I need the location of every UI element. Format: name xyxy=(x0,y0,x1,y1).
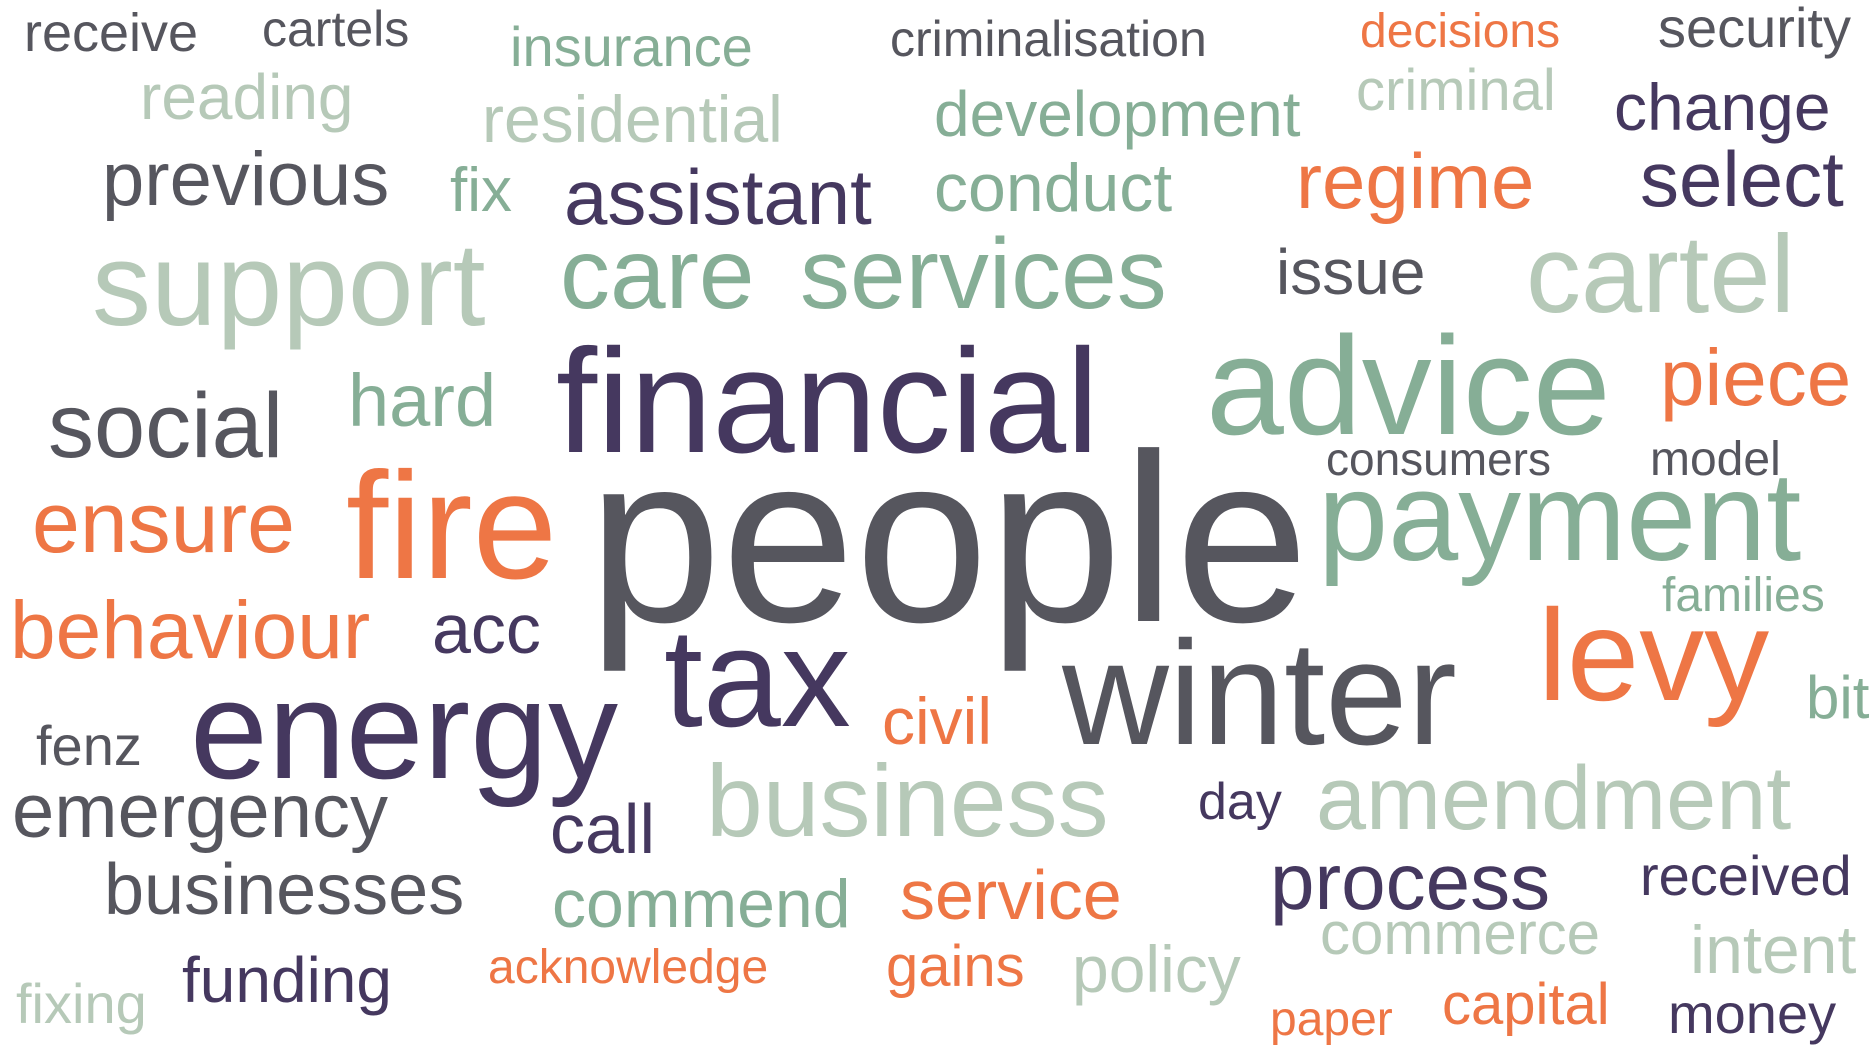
word-commend: commend xyxy=(552,866,851,942)
word-care: care xyxy=(560,218,755,330)
word-money: money xyxy=(1668,982,1837,1045)
word-policy: policy xyxy=(1072,932,1241,1006)
word-piece: piece xyxy=(1660,333,1852,422)
word-acc: acc xyxy=(432,590,541,668)
word-insurance: insurance xyxy=(510,15,753,78)
word-tax: tax xyxy=(664,599,851,756)
word-day: day xyxy=(1198,773,1282,831)
word-capital: capital xyxy=(1442,972,1610,1037)
word-service: service xyxy=(900,856,1122,934)
word-fixing: fixing xyxy=(16,972,147,1035)
word-issue: issue xyxy=(1276,236,1426,308)
word-intent: intent xyxy=(1690,912,1857,988)
word-receive: receive xyxy=(24,3,199,63)
word-consumers: consumers xyxy=(1326,433,1551,485)
word-winter: winter xyxy=(1062,611,1457,776)
word-development: development xyxy=(934,78,1301,150)
word-security: security xyxy=(1658,0,1851,59)
word-model: model xyxy=(1650,433,1781,486)
word-business: business xyxy=(706,744,1109,858)
word-select: select xyxy=(1640,135,1844,223)
word-gains: gains xyxy=(886,934,1025,999)
word-funding: funding xyxy=(182,944,392,1016)
word-fenz: fenz xyxy=(36,714,142,777)
word-ensure: ensure xyxy=(32,475,295,571)
word-fix: fix xyxy=(450,156,512,225)
word-reading: reading xyxy=(140,61,354,133)
word-commerce: commerce xyxy=(1320,900,1601,967)
word-energy: energy xyxy=(190,651,619,808)
word-services: services xyxy=(800,218,1167,330)
word-levy: levy xyxy=(1538,582,1770,728)
word-advice: advice xyxy=(1206,307,1611,464)
word-social: social xyxy=(48,375,284,477)
word-conduct: conduct xyxy=(934,150,1173,226)
word-behaviour: behaviour xyxy=(10,585,371,676)
word-call: call xyxy=(550,790,656,868)
word-civil: civil xyxy=(882,684,992,758)
word-hard: hard xyxy=(348,359,497,442)
word-residential: residential xyxy=(482,82,783,156)
word-process: process xyxy=(1270,837,1551,926)
word-businesses: businesses xyxy=(104,850,465,930)
word-previous: previous xyxy=(102,137,390,222)
word-received: received xyxy=(1640,844,1852,907)
word-decisions: decisions xyxy=(1360,5,1561,58)
word-people: people xyxy=(588,404,1309,672)
word-criminalisation: criminalisation xyxy=(890,11,1207,67)
word-criminal: criminal xyxy=(1356,58,1556,123)
word-families: families xyxy=(1662,569,1825,622)
word-financial: financial xyxy=(556,319,1100,484)
word-regime: regime xyxy=(1296,137,1535,225)
word-acknowledge: acknowledge xyxy=(488,941,769,994)
word-payment: payment xyxy=(1318,446,1802,587)
word-bit: bit xyxy=(1806,664,1870,731)
word-cartel: cartel xyxy=(1526,213,1795,336)
word-amendment: amendment xyxy=(1316,749,1792,849)
word-fire: fire xyxy=(346,441,558,611)
word-emergency: emergency xyxy=(12,769,388,854)
word-paper: paper xyxy=(1270,993,1393,1046)
word-change: change xyxy=(1614,70,1831,144)
word-support: support xyxy=(92,219,486,351)
word-assistant: assistant xyxy=(564,153,872,241)
word-cartels: cartels xyxy=(262,1,410,57)
